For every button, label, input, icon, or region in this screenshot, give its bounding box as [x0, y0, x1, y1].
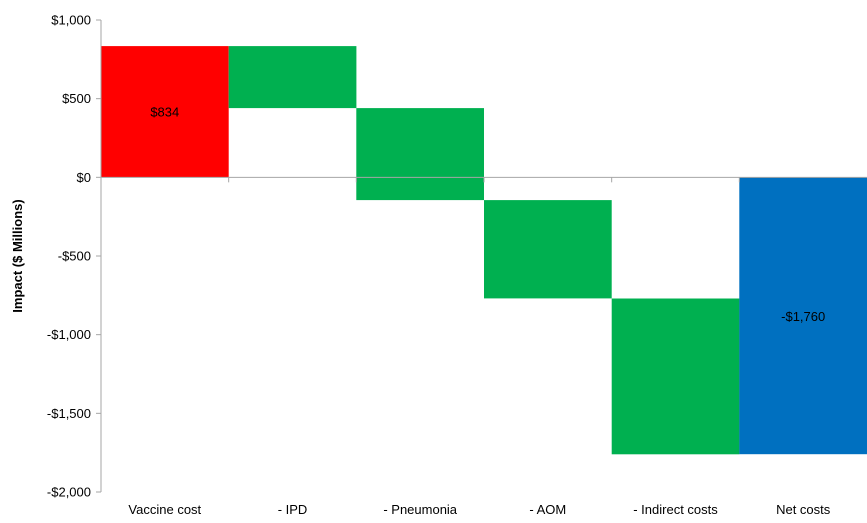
- y-tick-label: -$1,000: [47, 327, 91, 342]
- bar-vaccine-cost: [101, 46, 229, 178]
- x-tick-label: Net costs: [776, 502, 831, 517]
- data-label-vaccine-cost: $834: [150, 105, 179, 120]
- y-tick-label: $500: [62, 91, 91, 106]
- y-axis-label: Impact ($ Millions): [10, 199, 25, 312]
- x-tick-label: - IPD: [278, 502, 308, 517]
- data-label-net-costs: -$1,760: [781, 309, 825, 324]
- x-tick-label: - AOM: [529, 502, 566, 517]
- axes-layer: [96, 19, 867, 493]
- y-tick-label: -$2,000: [47, 485, 91, 500]
- y-tick-label: $0: [77, 170, 91, 185]
- y-tick-label: $1,000: [51, 13, 91, 28]
- bar-pneumonia: [356, 108, 484, 201]
- x-tick-label: Vaccine cost: [128, 502, 201, 517]
- y-tick-label: -$500: [58, 249, 91, 264]
- y-tick-label: -$1,500: [47, 406, 91, 421]
- bar-aom: [484, 200, 612, 299]
- bar-net-costs: [739, 177, 867, 455]
- x-tick-label: - Indirect costs: [633, 502, 718, 517]
- x-tick-label: - Pneumonia: [383, 502, 457, 517]
- labels-layer: $834 -$1,760 $1,000 $500 $0 -$500 -$1,000 -$1,5…: [47, 13, 831, 518]
- bar-ipd: [228, 46, 357, 109]
- bar-indirect-costs: [611, 298, 740, 455]
- bars-layer: [101, 46, 867, 455]
